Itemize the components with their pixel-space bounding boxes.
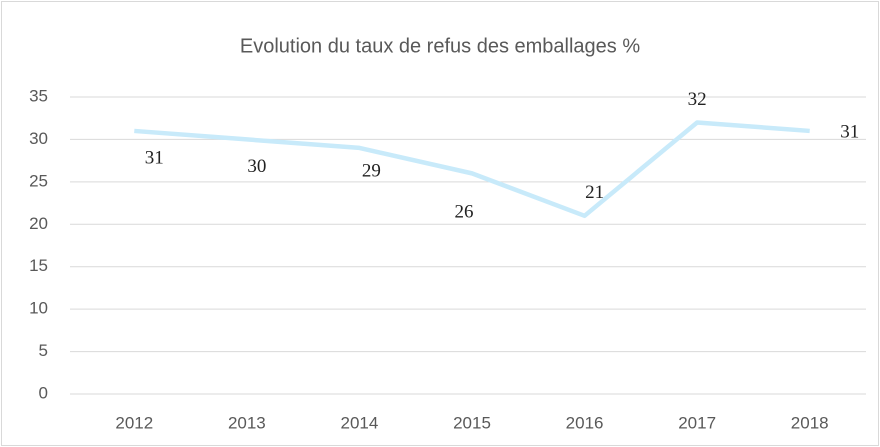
y-tick-label: 25	[29, 171, 48, 190]
y-tick-label: 15	[29, 256, 48, 275]
data-label: 26	[455, 202, 474, 223]
data-label: 21	[585, 182, 604, 203]
data-label: 30	[247, 156, 266, 177]
data-label: 31	[145, 147, 164, 168]
x-tick-label: 2018	[791, 413, 829, 432]
chart-title: Evolution du taux de refus des emballage…	[240, 35, 640, 57]
y-tick-label: 0	[39, 383, 48, 402]
y-tick-label: 20	[29, 214, 48, 233]
y-tick-label: 5	[39, 341, 48, 360]
data-line	[134, 120, 810, 219]
x-tick-label: 2013	[228, 413, 266, 432]
y-tick-label: 10	[29, 299, 48, 318]
data-label: 32	[688, 89, 707, 110]
y-tick-label: 30	[29, 129, 48, 148]
x-tick-label: 2012	[115, 413, 153, 432]
y-tick-label: 35	[29, 86, 48, 105]
data-label: 29	[362, 160, 381, 181]
data-label: 31	[840, 121, 859, 142]
x-tick-label: 2014	[341, 413, 379, 432]
x-tick-label: 2015	[453, 413, 491, 432]
x-tick-label: 2016	[566, 413, 604, 432]
x-tick-label: 2017	[678, 413, 716, 432]
